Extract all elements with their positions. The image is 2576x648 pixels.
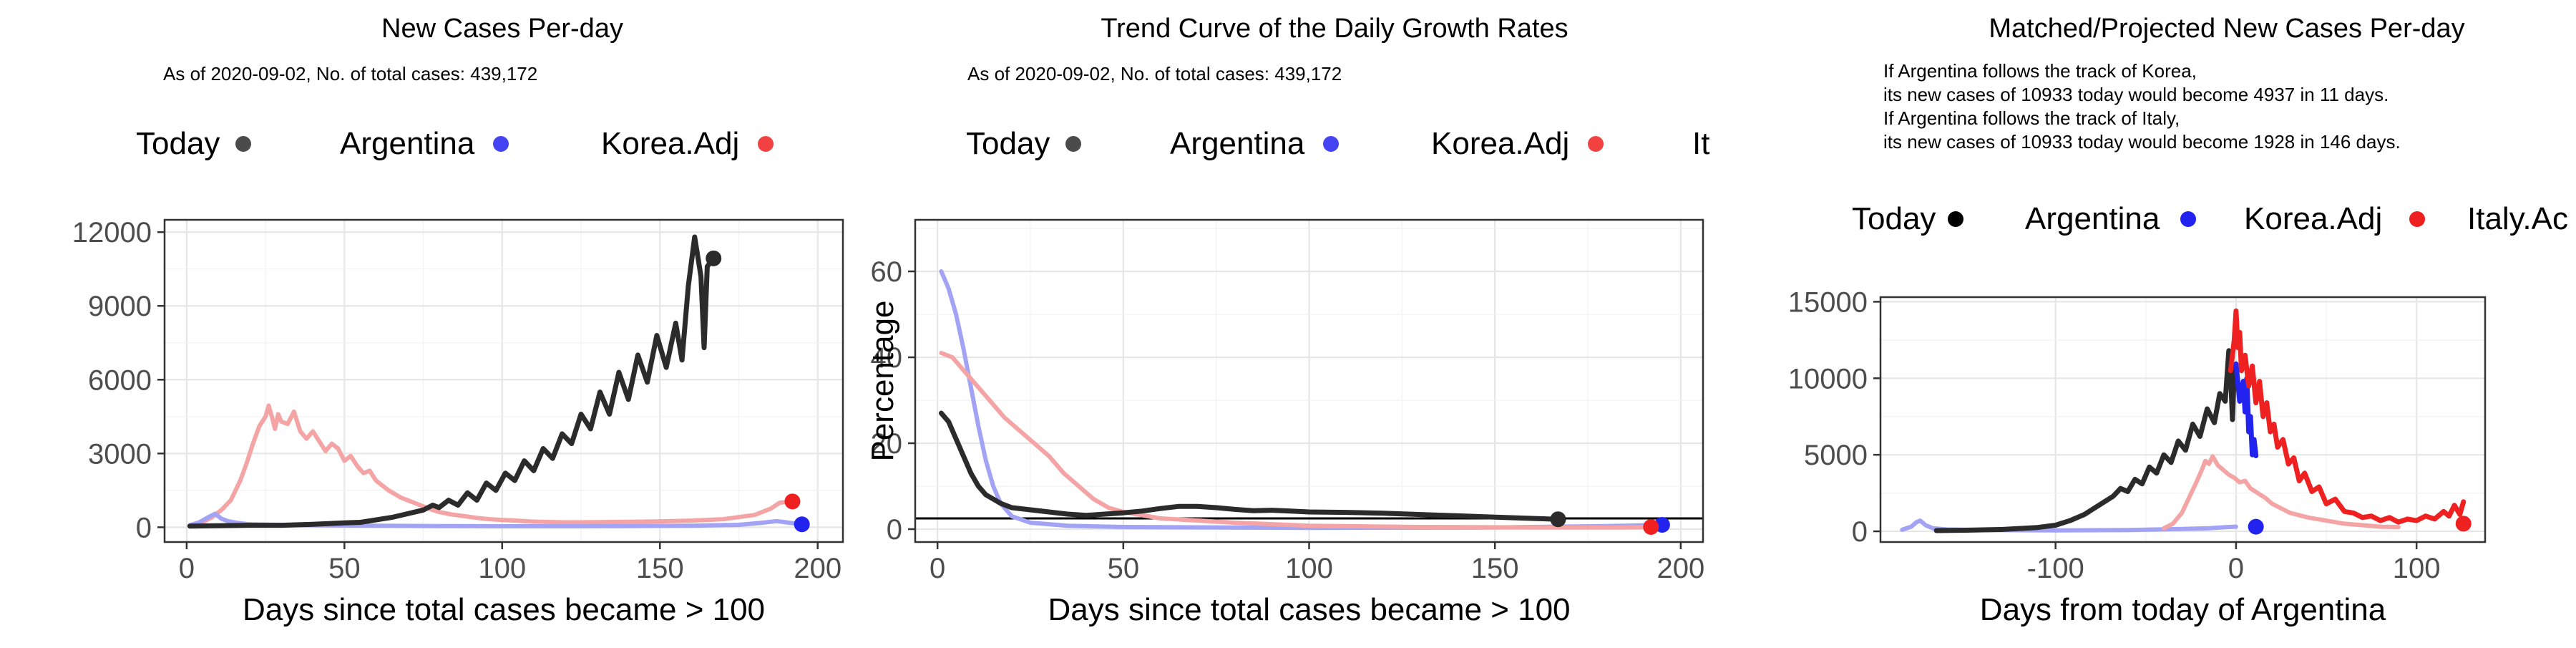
x-tick-label: 100 bbox=[2393, 553, 2441, 584]
legend-marker bbox=[1323, 136, 1339, 152]
legend-entry: Italy.Adj bbox=[1692, 126, 1802, 161]
y-tick-label: 15000 bbox=[1788, 286, 1868, 318]
x-tick-label: 150 bbox=[1471, 553, 1519, 584]
legend-entry: Argentina bbox=[340, 126, 475, 161]
legend-title: Today bbox=[136, 126, 220, 161]
y-tick-label: 20 bbox=[871, 428, 903, 460]
legend-entry: Korea.Adj bbox=[1431, 126, 1569, 161]
legend: Today Argentina Korea.Adj Italy.Adj bbox=[966, 126, 1802, 161]
x-tick-label: -100 bbox=[2027, 553, 2084, 584]
x-axis-title: Days from today of Argentina bbox=[1980, 592, 2386, 627]
x-tick-label: 200 bbox=[1657, 553, 1704, 584]
series-line-argentina bbox=[938, 410, 1561, 522]
endpoint-marker bbox=[1643, 519, 1659, 535]
x-axis-title: Days since total cases became > 100 bbox=[243, 592, 765, 627]
endpoint-marker bbox=[2455, 516, 2472, 532]
annotation-line: its new cases of 10933 today would becom… bbox=[1883, 84, 2389, 105]
annotation-line: its new cases of 10933 today would becom… bbox=[1883, 131, 2401, 153]
x-axis-title: Days since total cases became > 100 bbox=[1048, 592, 1570, 627]
legend: Today Argentina Korea.Adj Italy.Ac bbox=[136, 126, 963, 161]
legend: Today Argentina Korea.Adj Italy.Ac bbox=[1852, 201, 2568, 236]
axes: 0 50 100 150 200 0 20 40 60 bbox=[871, 256, 1705, 584]
legend-title: Today bbox=[966, 126, 1050, 161]
series-line-italy-adj-past- bbox=[2162, 454, 2401, 531]
series-line-italy-adj bbox=[187, 403, 795, 528]
chart-panel-1: New Cases Per-day As of 2020-09-02, No. o… bbox=[72, 14, 963, 627]
chart-title: New Cases Per-day bbox=[381, 14, 623, 44]
legend-entry: Argentina bbox=[2025, 201, 2160, 236]
y-tick-label: 12000 bbox=[72, 217, 152, 248]
y-tick-label: 6000 bbox=[88, 364, 152, 396]
legend-marker bbox=[1588, 136, 1604, 152]
y-tick-label: 0 bbox=[887, 514, 902, 546]
x-tick-label: 0 bbox=[2228, 553, 2244, 584]
legend-marker bbox=[235, 136, 251, 152]
legend-entry: Italy.Ac bbox=[2467, 201, 2568, 236]
legend-marker bbox=[1948, 211, 1963, 227]
y-tick-label: 10000 bbox=[1788, 363, 1868, 395]
plot-border bbox=[163, 218, 844, 543]
legend-marker bbox=[2409, 211, 2425, 227]
legend-marker bbox=[1065, 136, 1081, 152]
endpoint-marker bbox=[1550, 511, 1566, 528]
endpoint-marker bbox=[2248, 518, 2264, 535]
grid bbox=[1880, 297, 2485, 542]
chart-subtitle: As of 2020-09-02, No. of total cases: 43… bbox=[163, 63, 537, 84]
legend-entry: Argentina bbox=[1170, 126, 1305, 161]
y-tick-label: 0 bbox=[1852, 516, 1868, 548]
y-axis-title: Percentage bbox=[865, 300, 900, 461]
y-tick-label: 3000 bbox=[88, 438, 152, 470]
annotation-line: If Argentina follows the track of Italy, bbox=[1883, 107, 2180, 129]
x-tick-label: 50 bbox=[1108, 553, 1140, 584]
x-tick-label: 100 bbox=[1285, 553, 1333, 584]
plot-border bbox=[1879, 296, 2487, 543]
chart-panel-3: Matched/Projected New Cases Per-day If Ar… bbox=[1788, 14, 2568, 627]
series-line-korea-adj bbox=[187, 511, 804, 528]
y-tick-label: 9000 bbox=[88, 291, 152, 322]
plot-area bbox=[165, 220, 843, 542]
endpoint-marker bbox=[794, 516, 810, 533]
series-line-italy-adj-projected- bbox=[2228, 308, 2467, 525]
chart-subtitle: As of 2020-09-02, No. of total cases: 43… bbox=[967, 63, 1342, 84]
y-tick-label: 5000 bbox=[1804, 440, 1868, 471]
legend-marker bbox=[2180, 211, 2196, 227]
x-tick-label: 200 bbox=[794, 553, 841, 584]
series-line-argentina bbox=[187, 234, 716, 529]
y-tick-label: 0 bbox=[136, 512, 152, 543]
series-line-italy-adj bbox=[939, 351, 1654, 530]
legend-marker bbox=[758, 136, 774, 152]
legend-entry: Korea.Adj bbox=[2244, 201, 2382, 236]
grid bbox=[165, 220, 843, 542]
legend-title: Today bbox=[1852, 201, 1936, 236]
chart-title: Trend Curve of the Daily Growth Rates bbox=[1101, 14, 1568, 44]
y-tick-label: 40 bbox=[871, 342, 903, 374]
chart-panel-2: Trend Curve of the Daily Growth Rates As … bbox=[865, 14, 1802, 627]
legend-marker bbox=[493, 136, 509, 152]
axes: -100 0 100 0 5000 10000 15000 bbox=[1788, 286, 2441, 584]
endpoint-marker bbox=[784, 493, 801, 510]
series-line-korea-adj-projected- bbox=[2233, 361, 2259, 458]
annotation-line: If Argentina follows the track of Korea, bbox=[1883, 60, 2197, 82]
legend-entry: Italy.Ac bbox=[862, 126, 963, 161]
y-tick-label: 60 bbox=[871, 256, 903, 288]
endpoint-marker bbox=[706, 250, 722, 266]
x-tick-label: 0 bbox=[930, 553, 945, 584]
x-tick-label: 150 bbox=[636, 553, 684, 584]
x-tick-label: 100 bbox=[478, 553, 526, 584]
legend-entry: Korea.Adj bbox=[601, 126, 739, 161]
plot-area bbox=[1880, 297, 2485, 542]
x-tick-label: 50 bbox=[328, 553, 361, 584]
axes: 0 50 100 150 200 0 3000 6000 9000 12000 bbox=[72, 217, 841, 584]
chart-title: Matched/Projected New Cases Per-day bbox=[1989, 14, 2464, 44]
x-tick-label: 0 bbox=[179, 553, 195, 584]
series-line-argentina bbox=[1933, 348, 2239, 533]
